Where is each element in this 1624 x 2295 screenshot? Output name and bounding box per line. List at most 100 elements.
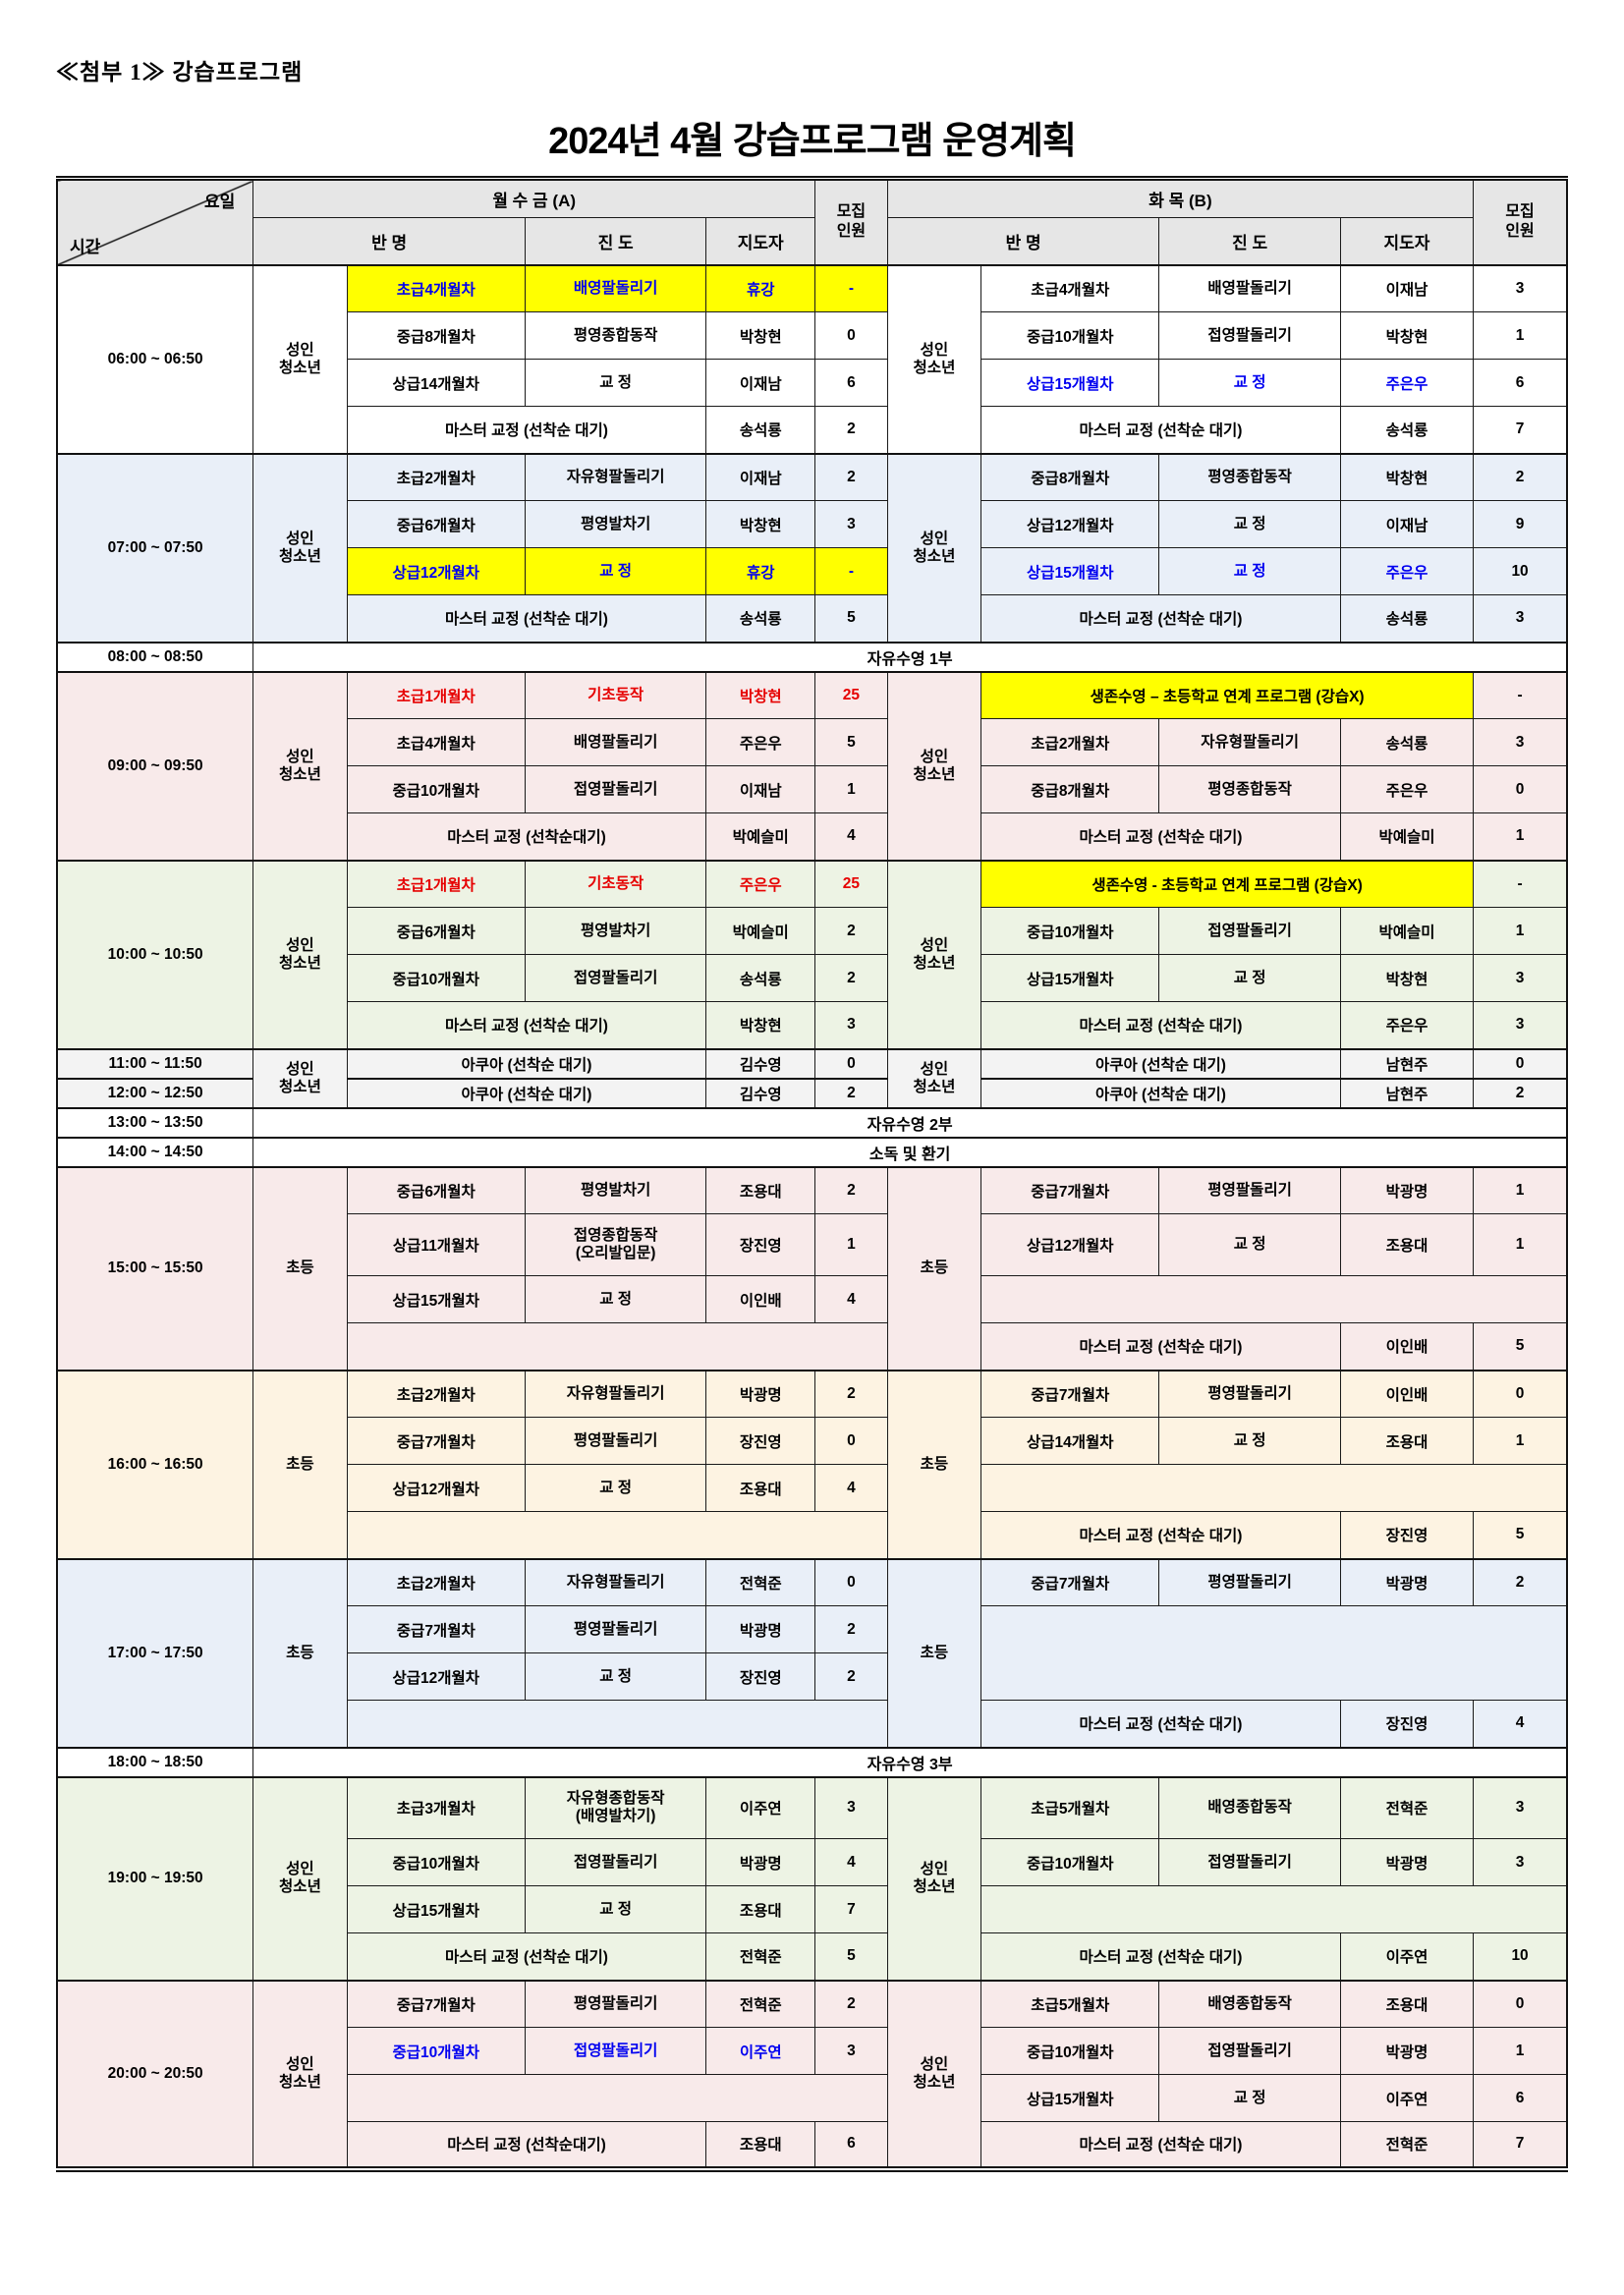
progress-cell: 교 정	[524, 547, 707, 595]
instructor-cell: 박창현	[705, 1001, 816, 1049]
table-row: 중급6개월차 평영발차기 박창현 3 상급12개월차 교 정 이재남 9	[57, 500, 1568, 548]
count-cell: 0	[814, 1417, 888, 1465]
class-cell: 초급5개월차	[980, 1775, 1160, 1839]
class-b-header: 반 명	[886, 217, 1160, 265]
progress-cell: 자유형팔돌리기	[524, 1369, 707, 1418]
master-label-cell: 마스터 교정 (선착순대기)	[346, 2121, 707, 2169]
progress-cell: 평영발차기	[524, 500, 707, 548]
progress-cell: 교 정	[524, 1885, 707, 1933]
progress-cell: 배영종합동작	[1158, 1979, 1341, 2028]
count-cell: 7	[1473, 2121, 1568, 2169]
progress-cell: 배영팔돌리기	[524, 718, 707, 766]
count-cell: 1	[1473, 311, 1568, 360]
table-row: 상급15개월차 교 정 조용대 7	[57, 1885, 1568, 1933]
instructor-cell: 이인배	[1339, 1322, 1475, 1371]
count-cell: 2	[814, 406, 888, 454]
class-cell: 중급7개월차	[346, 1417, 526, 1465]
instructor-cell: 조용대	[705, 1885, 816, 1933]
aqua-label-cell: 아쿠아 (선착순 대기)	[980, 1047, 1341, 1079]
progress-cell: 평영종합동작	[524, 311, 707, 360]
time-cell: 15:00 ~ 15:50	[56, 1165, 254, 1371]
instructor-cell: 조용대	[1339, 1417, 1475, 1465]
instructor-cell: 송석룡	[1339, 406, 1475, 454]
instructor-cell: 조용대	[705, 1165, 816, 1214]
instructor-cell: 주은우	[1339, 765, 1475, 813]
count-cell: 3	[1473, 1001, 1568, 1049]
instructor-cell: 박창현	[705, 670, 816, 719]
capacity-b-header: 모집 인원	[1473, 178, 1568, 265]
instructor-cell: 장진영	[1339, 1511, 1475, 1559]
class-cell: 상급15개월차	[980, 2074, 1160, 2122]
weekday-a-header: 월 수 금 (A)	[252, 178, 816, 218]
instructor-cell: 주은우	[705, 859, 816, 908]
class-cell: 상급11개월차	[346, 1213, 526, 1276]
count-cell: 6	[814, 2121, 888, 2169]
master-label-cell: 마스터 교정 (선착순 대기)	[980, 1322, 1341, 1371]
time-cell: 12:00 ~ 12:50	[56, 1077, 254, 1108]
instructor-cell: 전혁준	[705, 1557, 816, 1606]
table-row: 13:00 ~ 13:50 자유수영 2부	[56, 1106, 1568, 1138]
progress-cell: 자유형종합동작 (배영발차기)	[524, 1775, 707, 1839]
master-label-cell: 마스터 교정 (선착순 대기)	[980, 1700, 1341, 1748]
class-cell: 중급6개월차	[346, 907, 526, 955]
class-cell: 중급10개월차	[346, 765, 526, 813]
count-cell: 3	[814, 1001, 888, 1049]
master-label-cell: 마스터 교정 (선착순대기)	[346, 812, 707, 861]
class-cell: 중급7개월차	[980, 1557, 1160, 1606]
class-cell: 중급7개월차	[346, 1605, 526, 1653]
instructor-cell: 김수영	[705, 1077, 816, 1108]
time-cell: 20:00 ~ 20:50	[56, 1979, 254, 2169]
instructor-cell: 송석룡	[1339, 594, 1475, 643]
table-row: 초급4개월차 배영팔돌리기 주은우 5 초급2개월차 자유형팔돌리기 송석룡 3	[57, 718, 1568, 766]
progress-cell: 교 정	[1158, 2074, 1341, 2122]
class-cell: 상급12개월차	[980, 1213, 1160, 1276]
class-cell: 중급10개월차	[346, 2027, 526, 2075]
master-label-cell: 마스터 교정 (선착순 대기)	[346, 594, 707, 643]
count-cell: -	[814, 263, 888, 312]
table-header: 요일 시간 월 수 금 (A) 모집 인원 화 목 (B) 모집 인원 반 명 …	[56, 178, 1568, 265]
table-row: 14:00 ~ 14:50 소독 및 환기	[56, 1136, 1568, 1167]
instructor-cell: 이주연	[1339, 1932, 1475, 1981]
group-cell: 성인 청소년	[886, 1775, 982, 1981]
instructor-cell: 이인배	[705, 1275, 816, 1323]
instructor-cell: 장진영	[705, 1213, 816, 1276]
count-cell: 3	[814, 2027, 888, 2075]
instructor-cell: 이주연	[1339, 2074, 1475, 2122]
master-label-cell: 마스터 교정 (선착순 대기)	[980, 1001, 1341, 1049]
class-cell: 초급4개월차	[346, 718, 526, 766]
table-row: 17:00 ~ 17:50 초등 초급2개월차 자유형팔돌리기 전혁준 0 초등 중급7개월차…	[56, 1557, 1568, 1748]
time-cell: 19:00 ~ 19:50	[56, 1775, 254, 1981]
instructor-cell: 박창현	[1339, 452, 1475, 501]
table-row: 중급10개월차 접영팔돌리기 이재남 1 중급8개월차 평영종합동작 주은우 0	[57, 765, 1568, 813]
class-cell: 중급8개월차	[980, 765, 1160, 813]
instructor-cell: 주은우	[1339, 1001, 1475, 1049]
count-cell: 3	[1473, 1775, 1568, 1839]
class-cell: 중급7개월차	[346, 1979, 526, 2028]
class-cell: 상급14개월차	[346, 359, 526, 407]
instructor-cell: 조용대	[1339, 1979, 1475, 2028]
group-cell: 초등	[252, 1369, 348, 1559]
group-cell: 성인 청소년	[886, 1047, 982, 1108]
instructor-cell: 휴강	[705, 263, 816, 312]
progress-cell: 기초동작	[524, 670, 707, 719]
count-cell: 2	[814, 1979, 888, 2028]
aqua-label-cell: 아쿠아 (선착순 대기)	[980, 1077, 1341, 1108]
class-cell: 상급15개월차	[980, 954, 1160, 1002]
table-row: 마스터 교정 (선착순대기) 조용대 6 마스터 교정 (선착순 대기) 전혁준 7	[57, 2121, 1568, 2169]
instructor-cell: 이주연	[705, 2027, 816, 2075]
group-cell: 초등	[886, 1165, 982, 1371]
count-cell: 3	[1473, 718, 1568, 766]
table-row: 상급11개월차 접영종합동작 (오리발입문) 장진영 1 상급12개월차 교 정 조용대 1	[57, 1213, 1568, 1276]
class-cell: 상급15개월차	[346, 1885, 526, 1933]
instructor-cell: 이재남	[1339, 500, 1475, 548]
class-cell: 상급14개월차	[980, 1417, 1160, 1465]
blank-cell	[980, 1885, 1568, 1933]
group-cell: 성인 청소년	[886, 452, 982, 643]
progress-cell: 평영팔돌리기	[524, 1979, 707, 2028]
instructor-cell: 조용대	[1339, 1213, 1475, 1276]
count-cell: 2	[814, 1077, 888, 1108]
class-cell: 초급2개월차	[980, 718, 1160, 766]
instructor-cell: 송석룡	[705, 594, 816, 643]
blank-cell	[346, 1700, 888, 1748]
instructor-cell: 이재남	[705, 765, 816, 813]
